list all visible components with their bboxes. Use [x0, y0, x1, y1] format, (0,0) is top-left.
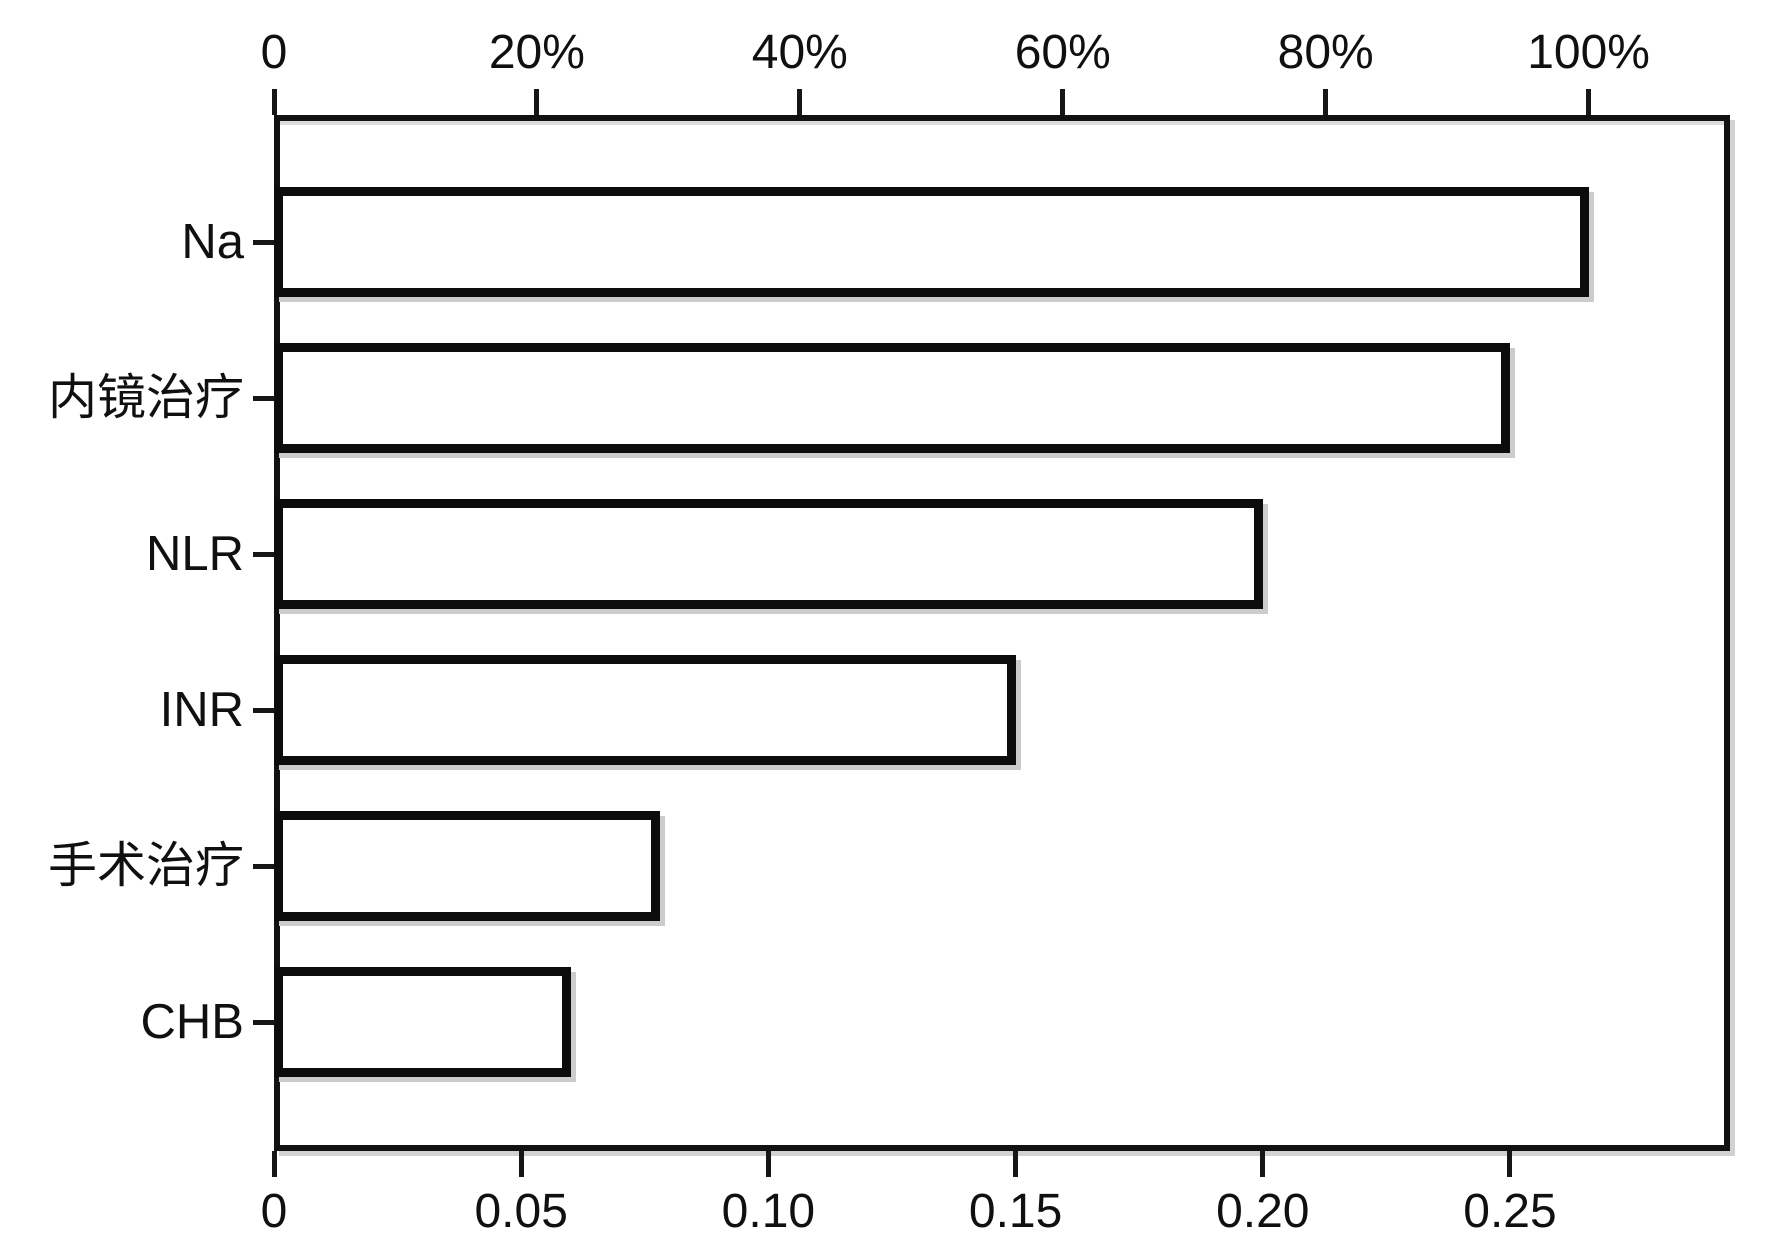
bar-endoscopic-therapy — [274, 343, 1510, 453]
bottom-axis-tick-0 — [271, 1151, 277, 1177]
top-axis-tick-0 — [271, 89, 277, 115]
bottom-axis-tick-0.10 — [765, 1151, 771, 1177]
category-label-chb: CHB — [140, 995, 244, 1049]
bottom-axis-label-0.15: 0.15 — [968, 1185, 1063, 1238]
bottom-axis-label-0: 0 — [260, 1185, 288, 1238]
bottom-axis-tick-0.25 — [1507, 1151, 1513, 1177]
category-label-nlr: NLR — [145, 527, 244, 581]
top-axis-tick-40 — [797, 89, 803, 115]
category-label-na: Na — [181, 215, 244, 269]
category-tick-na — [253, 239, 274, 245]
category-tick-chb — [253, 1019, 274, 1025]
bar-nlr — [274, 499, 1263, 609]
bottom-axis-label-0.25: 0.25 — [1463, 1185, 1557, 1238]
bar-chb — [274, 967, 571, 1077]
top-axis-label-40: 40% — [751, 26, 848, 79]
top-axis-tick-100 — [1586, 89, 1592, 115]
top-axis-label-80: 80% — [1277, 26, 1374, 79]
bar-inr — [274, 655, 1016, 765]
bottom-axis-tick-0.20 — [1260, 1151, 1266, 1177]
bar-na — [274, 187, 1590, 297]
bottom-axis-label-0.20: 0.20 — [1216, 1185, 1310, 1238]
top-axis-tick-60 — [1060, 89, 1066, 115]
top-axis-tick-20 — [534, 89, 540, 115]
bar-surgical-therapy — [274, 811, 660, 921]
bottom-axis-tick-0.15 — [1013, 1151, 1019, 1177]
bottom-axis-label-0.10: 0.10 — [721, 1185, 816, 1238]
bottom-axis-tick-0.05 — [518, 1151, 524, 1177]
category-tick-surgical-therapy — [253, 863, 274, 869]
top-axis-tick-80 — [1323, 89, 1329, 115]
category-tick-nlr — [253, 551, 274, 557]
category-label-inr: INR — [159, 683, 244, 737]
top-axis-label-0: 0 — [260, 26, 288, 79]
top-axis-label-60: 60% — [1014, 26, 1111, 79]
bottom-axis-label-0.05: 0.05 — [474, 1185, 568, 1238]
category-label-endoscopic-therapy: 内镜治疗 — [47, 371, 244, 425]
top-axis-label-100: 100% — [1527, 26, 1650, 79]
category-tick-endoscopic-therapy — [253, 395, 274, 401]
category-label-surgical-therapy: 手术治疗 — [47, 839, 244, 893]
top-axis-label-20: 20% — [488, 26, 585, 79]
category-tick-inr — [253, 707, 274, 713]
